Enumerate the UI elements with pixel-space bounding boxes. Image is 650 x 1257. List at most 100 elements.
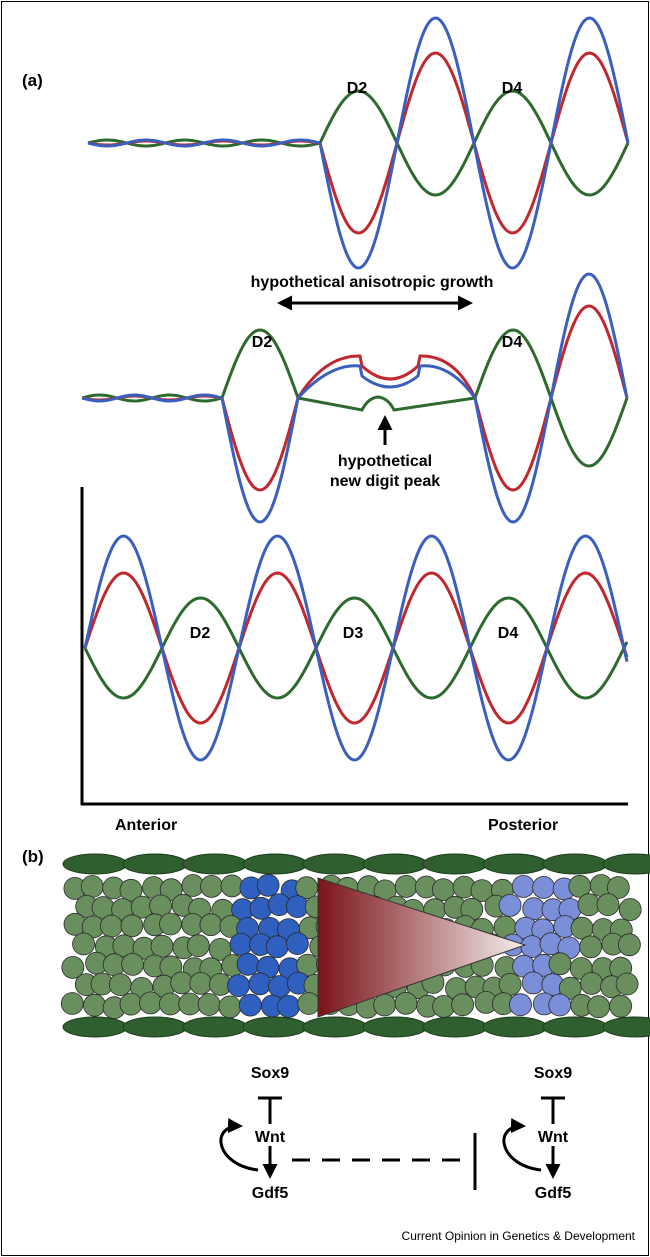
cell <box>159 993 181 1015</box>
border-cell <box>543 854 607 874</box>
panel-label: (a) <box>22 71 43 90</box>
peak-label: hypothetical <box>338 453 432 470</box>
border-cell <box>423 854 487 874</box>
cell <box>109 974 131 996</box>
cell <box>84 994 106 1016</box>
border-cell <box>123 1017 187 1037</box>
cell <box>230 933 252 955</box>
border-cell <box>603 854 650 874</box>
growth-label: hypothetical anisotropic growth <box>251 274 494 291</box>
border-cell <box>63 854 127 874</box>
gene-label: Wnt <box>255 1129 286 1146</box>
cell <box>298 993 320 1015</box>
cell <box>179 993 201 1015</box>
cell <box>100 915 122 937</box>
gene-label: Sox9 <box>534 1065 572 1082</box>
cell <box>122 953 144 975</box>
border-cell <box>543 1017 607 1037</box>
cell <box>395 875 417 897</box>
gene-label: Sox9 <box>251 1065 289 1082</box>
border-cell <box>63 1017 127 1037</box>
cell <box>73 933 95 955</box>
cell <box>286 933 308 955</box>
cell <box>580 936 602 958</box>
border-cell <box>483 1017 547 1037</box>
cell <box>549 994 571 1016</box>
wave <box>222 398 298 522</box>
cell <box>588 996 610 1018</box>
cell <box>257 874 279 896</box>
cell <box>151 935 173 957</box>
footer: Current Opinion in Genetics & Developmen… <box>402 1229 636 1243</box>
panel-label: (b) <box>22 847 44 866</box>
cell <box>616 973 638 995</box>
border-cell <box>603 1017 650 1037</box>
cell <box>395 992 417 1014</box>
cell <box>278 995 300 1017</box>
border-cell <box>123 854 187 874</box>
cell <box>522 972 544 994</box>
border-cell <box>183 1017 247 1037</box>
border-cell <box>243 854 307 874</box>
cell <box>219 996 241 1018</box>
cell <box>239 994 261 1016</box>
digit-label: D4 <box>502 334 523 351</box>
wave <box>475 274 627 522</box>
digit-label: D3 <box>343 625 364 642</box>
cell <box>160 913 182 935</box>
cell <box>521 936 543 958</box>
cell <box>499 973 521 995</box>
cell <box>618 934 640 956</box>
border-cell <box>483 854 547 874</box>
cell <box>499 894 521 916</box>
figure: (a) D2 D4 hypothetical anisotropic growt… <box>0 0 650 1257</box>
border-cell <box>363 1017 427 1037</box>
gene-label: Wnt <box>538 1129 569 1146</box>
cell <box>200 914 222 936</box>
cell <box>269 976 291 998</box>
cell <box>510 994 532 1016</box>
cell <box>187 935 209 957</box>
cells <box>61 854 650 1037</box>
waves <box>82 18 628 760</box>
gene-label: Gdf5 <box>252 1185 289 1202</box>
cell <box>61 993 83 1015</box>
cell <box>201 875 223 897</box>
cell <box>198 994 220 1016</box>
border-cell <box>303 1017 367 1037</box>
cell <box>121 915 143 937</box>
cell <box>171 972 193 994</box>
digit-label: D4 <box>502 80 523 97</box>
cell <box>523 898 545 920</box>
border-cell <box>243 1017 307 1037</box>
cell <box>610 995 632 1017</box>
cell <box>581 972 603 994</box>
wave <box>298 366 475 398</box>
gene-label: Gdf5 <box>535 1185 572 1202</box>
cell <box>249 973 271 995</box>
border-cell <box>363 854 427 874</box>
border-cell <box>423 1017 487 1037</box>
digit-label: D4 <box>498 625 519 642</box>
axis-label: Posterior <box>488 817 558 834</box>
cell <box>619 899 641 921</box>
cell <box>237 953 259 975</box>
cell <box>266 936 288 958</box>
digit-label: D2 <box>347 80 368 97</box>
cell <box>228 975 250 997</box>
cell <box>533 876 555 898</box>
cell <box>549 953 571 975</box>
wave <box>298 397 475 410</box>
digit-label: D2 <box>252 334 273 351</box>
axis-label: Anterior <box>115 817 177 834</box>
cell <box>597 894 619 916</box>
digit-label: D2 <box>190 625 211 642</box>
cell <box>374 994 396 1016</box>
cell <box>512 875 534 897</box>
wave <box>222 398 298 490</box>
peak-label: new digit peak <box>330 473 440 490</box>
cell <box>140 992 162 1014</box>
cell <box>81 876 103 898</box>
border-cell <box>183 854 247 874</box>
cell <box>452 994 474 1016</box>
